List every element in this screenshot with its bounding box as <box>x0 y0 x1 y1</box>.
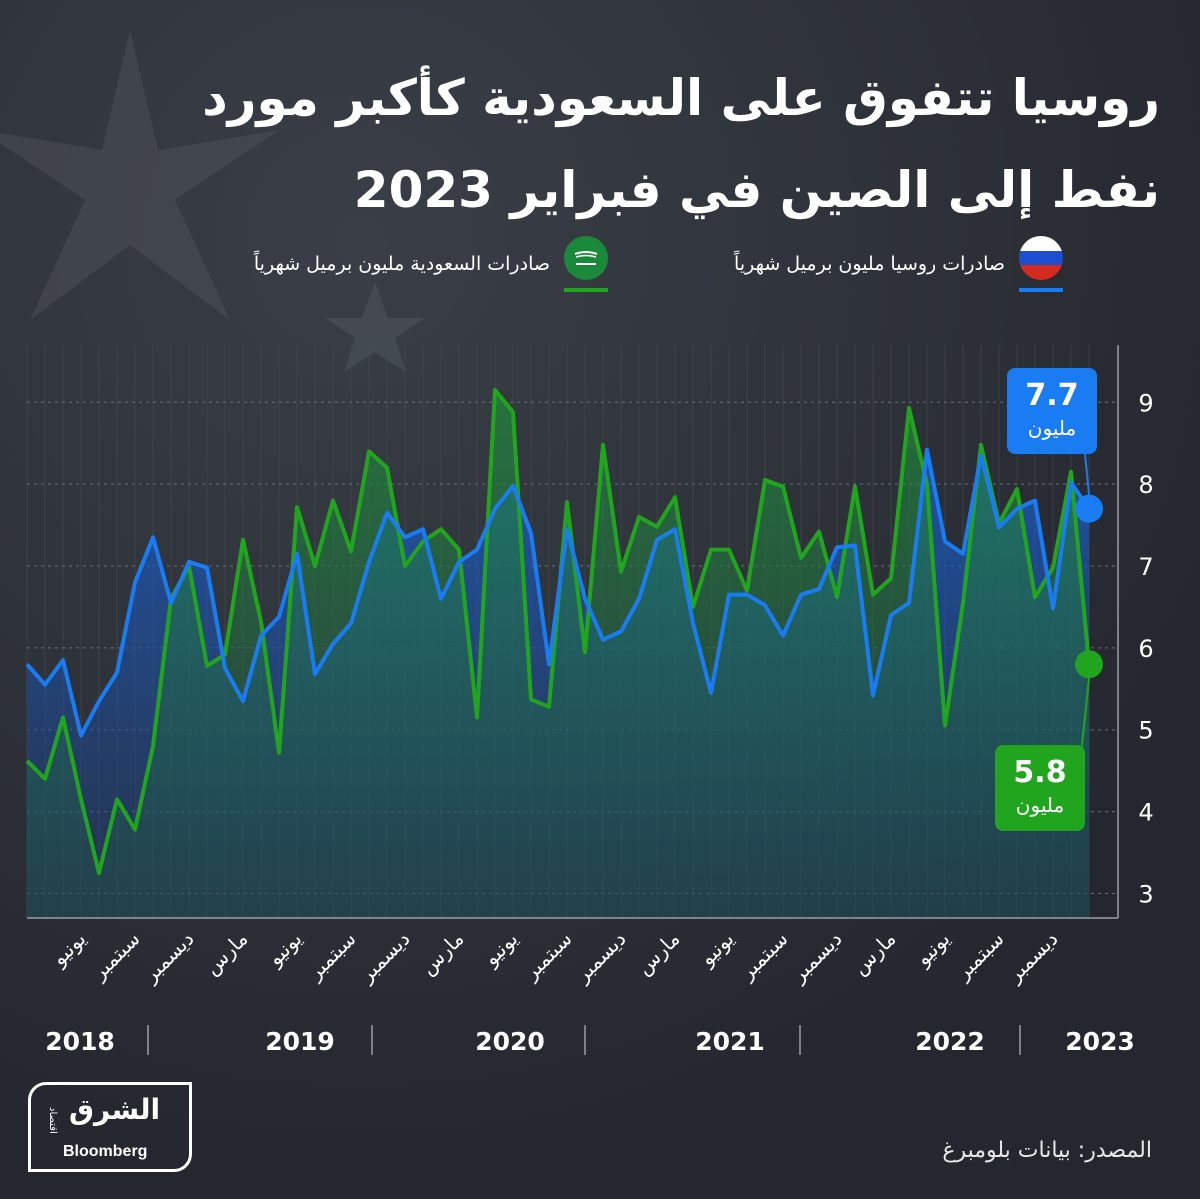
legend-saudi: صادرات السعودية مليون برميل شهرياً <box>254 236 608 292</box>
russia-callout: 7.7 مليون <box>1007 368 1097 495</box>
x-tick-label: مارس <box>848 927 901 980</box>
russia-callout-unit: مليون <box>1028 416 1076 440</box>
legend-russia-label: صادرات روسيا مليون برميل شهرياً <box>734 253 1005 275</box>
russia-flag-icon <box>1019 236 1063 292</box>
russia-callout-box <box>1007 368 1097 454</box>
saudi-callout-box <box>995 745 1085 831</box>
year-label: 2020 <box>475 1027 545 1056</box>
y-tick-label: 5 <box>1138 717 1153 745</box>
x-tick-label: مارس <box>200 927 253 980</box>
y-tick-label: 9 <box>1138 389 1153 417</box>
year-label: 2022 <box>915 1027 985 1056</box>
russia-callout-value: 7.7 <box>1025 378 1078 413</box>
x-tick-label: ديسمبر <box>570 927 631 988</box>
logo-arabic: الشرق <box>69 1093 161 1126</box>
x-tick-label: يونيو <box>262 927 306 971</box>
large-star <box>0 30 280 320</box>
y-tick-label: 8 <box>1138 471 1153 499</box>
russia-callout-pointer <box>1084 453 1090 495</box>
y-tick-label: 4 <box>1138 799 1153 827</box>
source-note: المصدر: بيانات بلومبرغ <box>942 1138 1152 1163</box>
legend-saudi-label: صادرات السعودية مليون برميل شهرياً <box>253 253 550 275</box>
legend-russia: صادرات روسيا مليون برميل شهرياً <box>734 236 1063 292</box>
title-line-2: نفط إلى الصين في فبراير 2023 <box>353 161 1160 219</box>
saudi-end-marker <box>1075 650 1103 679</box>
x-tick-label: ديسمبر <box>1002 927 1063 988</box>
chart-title: روسيا تتفوق على السعودية كأكبر مورد نفط … <box>40 52 1160 236</box>
x-tick-label: يونيو <box>694 927 738 971</box>
russia-end-marker <box>1075 494 1103 523</box>
x-tick-label: مارس <box>416 927 469 980</box>
x-tick-label: ديسمبر <box>354 927 415 988</box>
x-tick-label: يونيو <box>46 927 90 971</box>
year-label: 2023 <box>1065 1027 1135 1056</box>
y-tick-label: 6 <box>1138 635 1153 663</box>
x-tick-label: مارس <box>632 927 685 980</box>
x-tick-label: سبتمبر <box>86 927 144 985</box>
x-tick-label: ديسمبر <box>138 927 199 988</box>
title-line-1: روسيا تتفوق على السعودية كأكبر مورد <box>202 69 1160 127</box>
saudi-callout-unit: مليون <box>1016 793 1064 817</box>
y-tick-label: 3 <box>1138 880 1153 908</box>
x-tick-label: يونيو <box>478 927 522 971</box>
saudi-callout: 5.8 مليون <box>995 678 1090 832</box>
saudi-callout-value: 5.8 <box>1013 755 1066 790</box>
x-tick-label: سبتمبر <box>518 927 576 985</box>
year-label: 2018 <box>45 1027 115 1056</box>
year-label: 2021 <box>695 1027 765 1056</box>
asharq-bloomberg-logo: اقتصاد الشرق Bloomberg <box>28 1082 192 1172</box>
logo-bloomberg: Bloomberg <box>63 1143 148 1160</box>
y-tick-label: 7 <box>1138 553 1153 581</box>
saudi-area <box>27 390 1089 918</box>
saudi-flag-icon <box>564 236 608 292</box>
x-tick-label: سبتمبر <box>950 927 1008 985</box>
x-tick-label: سبتمبر <box>302 927 360 985</box>
logo-subtitle: اقتصاد <box>47 1107 58 1134</box>
x-tick-label: يونيو <box>910 927 954 971</box>
year-label: 2019 <box>265 1027 335 1056</box>
x-tick-label: ديسمبر <box>786 927 847 988</box>
russia-line <box>25 447 1091 738</box>
small-star <box>325 282 425 372</box>
x-tick-label: سبتمبر <box>734 927 792 985</box>
